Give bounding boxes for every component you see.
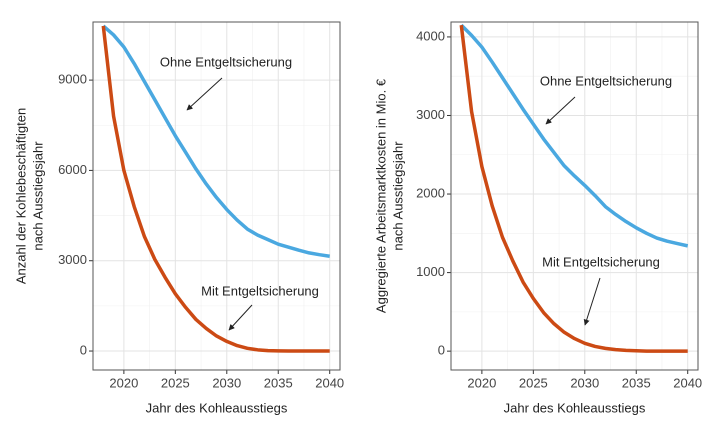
x-tick-label: 2030 bbox=[212, 375, 241, 390]
annotation-arrow bbox=[583, 277, 601, 326]
annotation-arrow bbox=[228, 304, 253, 331]
y-axis-label: nach Ausstiegsjahr bbox=[390, 141, 405, 251]
panel-border bbox=[92, 21, 341, 371]
series-line bbox=[460, 23, 689, 248]
y-axis-label: Aggregierte Arbeitsmarktkosten in Mio. € bbox=[373, 78, 388, 313]
series-annotation: Mit Entgeltsicherung bbox=[542, 254, 660, 269]
x-tick-label: 2035 bbox=[264, 375, 293, 390]
x-tick-label: 2040 bbox=[673, 375, 702, 390]
y-tick-label: 9000 bbox=[58, 72, 87, 87]
y-tick-label: 4000 bbox=[416, 28, 445, 43]
x-tick-label: 2030 bbox=[570, 375, 599, 390]
x-tick-label: 2040 bbox=[315, 375, 344, 390]
x-tick-label: 2025 bbox=[519, 375, 548, 390]
x-axis-label: Jahr des Kohleausstiegs bbox=[504, 400, 646, 415]
annotation-arrow bbox=[186, 77, 223, 111]
y-tick-label: 0 bbox=[80, 342, 87, 357]
x-axis-label: Jahr des Kohleausstiegs bbox=[146, 400, 288, 415]
x-tick-label: 2020 bbox=[467, 375, 496, 390]
y-tick-label: 6000 bbox=[58, 162, 87, 177]
series-line bbox=[101, 25, 330, 353]
y-tick-label: 1000 bbox=[416, 264, 445, 279]
y-tick-label: 0 bbox=[438, 343, 445, 358]
series-line bbox=[459, 24, 688, 353]
y-tick-label: 3000 bbox=[416, 107, 445, 122]
y-axis-label: nach Ausstiegsjahr bbox=[30, 141, 45, 251]
x-tick-label: 2035 bbox=[622, 375, 651, 390]
annotation-arrow bbox=[545, 96, 576, 125]
series-annotation: Mit Entgeltsicherung bbox=[201, 283, 319, 298]
series-annotation: Ohne Entgeltsicherung bbox=[160, 54, 292, 69]
y-axis-label: Anzahl der Kohlebeschäftigten bbox=[13, 108, 28, 284]
y-tick-label: 3000 bbox=[58, 252, 87, 267]
x-tick-label: 2020 bbox=[109, 375, 138, 390]
series-line bbox=[102, 24, 330, 258]
y-tick-label: 2000 bbox=[416, 185, 445, 200]
panel-border bbox=[450, 21, 699, 371]
series-annotation: Ohne Entgeltsicherung bbox=[540, 73, 672, 88]
x-tick-label: 2025 bbox=[161, 375, 190, 390]
